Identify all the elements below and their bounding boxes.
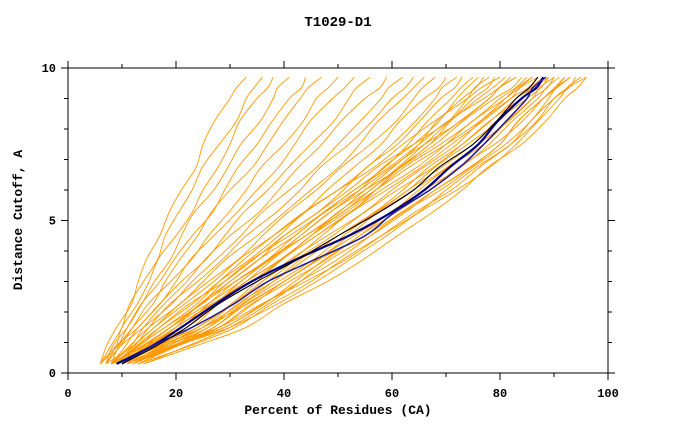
model-curve <box>116 76 501 365</box>
model-curve <box>110 76 463 365</box>
chart-title: T1029-D1 <box>304 15 371 31</box>
x-tick-label: 100 <box>597 387 619 401</box>
y-tick-label: 0 <box>49 367 56 381</box>
y-tick-label: 5 <box>49 215 56 229</box>
model-curve <box>110 76 387 365</box>
y-axis-label: Distance Cutoff, A <box>11 150 26 291</box>
model-curve <box>121 76 528 365</box>
x-tick-label: 0 <box>64 387 71 401</box>
model-curve <box>132 76 566 365</box>
model-curve <box>111 76 587 365</box>
model-curves-group <box>99 76 587 365</box>
model-curve <box>110 76 425 365</box>
model-curve <box>121 76 506 365</box>
model-curve <box>121 76 549 365</box>
model-curve <box>105 76 274 365</box>
model-curve <box>143 76 587 365</box>
model-curve <box>127 76 571 365</box>
model-curve <box>100 76 371 365</box>
model-curve <box>116 76 571 365</box>
model-curve <box>100 76 263 365</box>
model-curve <box>100 77 307 365</box>
highlight-curve-black <box>121 76 539 365</box>
model-curve <box>138 76 560 365</box>
tick-labels-group: 0 20 40 60 80 100 0 5 10 <box>42 62 619 401</box>
x-tick-label: 20 <box>169 387 183 401</box>
model-curve <box>99 76 247 365</box>
model-curve <box>121 76 539 365</box>
model-curve <box>116 76 414 365</box>
model-curve <box>110 76 512 365</box>
model-curve <box>116 76 517 365</box>
x-tick-label: 80 <box>493 387 507 401</box>
highlight-curve-navy-1 <box>116 76 545 365</box>
model-curve <box>132 76 582 365</box>
model-curve <box>121 76 458 365</box>
model-curve <box>105 76 404 365</box>
x-tick-label: 60 <box>385 387 399 401</box>
model-curve <box>105 76 290 365</box>
model-curve <box>110 76 485 365</box>
model-curve <box>110 76 323 365</box>
model-curve <box>132 76 544 365</box>
x-axis-label: Percent of Residues (CA) <box>244 403 431 418</box>
axes-group <box>61 61 615 380</box>
highlight-curve-navy-2 <box>121 76 547 365</box>
model-curve <box>132 76 533 365</box>
highlighted-curves-group <box>116 76 547 365</box>
x-tick-label: 40 <box>277 387 291 401</box>
model-curve <box>116 76 436 365</box>
y-tick-label: 10 <box>42 62 56 76</box>
model-curve <box>105 76 339 365</box>
